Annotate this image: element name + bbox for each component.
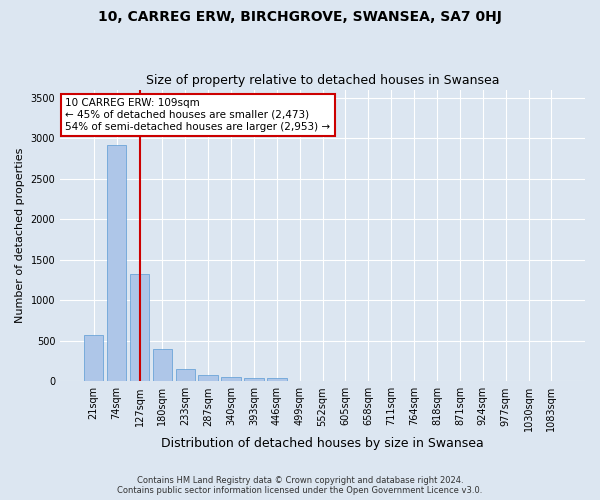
Bar <box>84 335 103 382</box>
Bar <box>199 376 218 382</box>
Text: 10 CARREG ERW: 109sqm
← 45% of detached houses are smaller (2,473)
54% of semi-d: 10 CARREG ERW: 109sqm ← 45% of detached … <box>65 98 331 132</box>
Text: Contains HM Land Registry data © Crown copyright and database right 2024.
Contai: Contains HM Land Registry data © Crown c… <box>118 476 482 495</box>
Bar <box>130 274 149 382</box>
X-axis label: Distribution of detached houses by size in Swansea: Distribution of detached houses by size … <box>161 437 484 450</box>
Bar <box>107 144 127 382</box>
Bar <box>244 378 263 382</box>
Y-axis label: Number of detached properties: Number of detached properties <box>15 148 25 323</box>
Bar <box>152 348 172 382</box>
Bar <box>267 378 287 382</box>
Bar <box>221 377 241 382</box>
Title: Size of property relative to detached houses in Swansea: Size of property relative to detached ho… <box>146 74 499 87</box>
Text: 10, CARREG ERW, BIRCHGROVE, SWANSEA, SA7 0HJ: 10, CARREG ERW, BIRCHGROVE, SWANSEA, SA7… <box>98 10 502 24</box>
Bar <box>176 369 195 382</box>
